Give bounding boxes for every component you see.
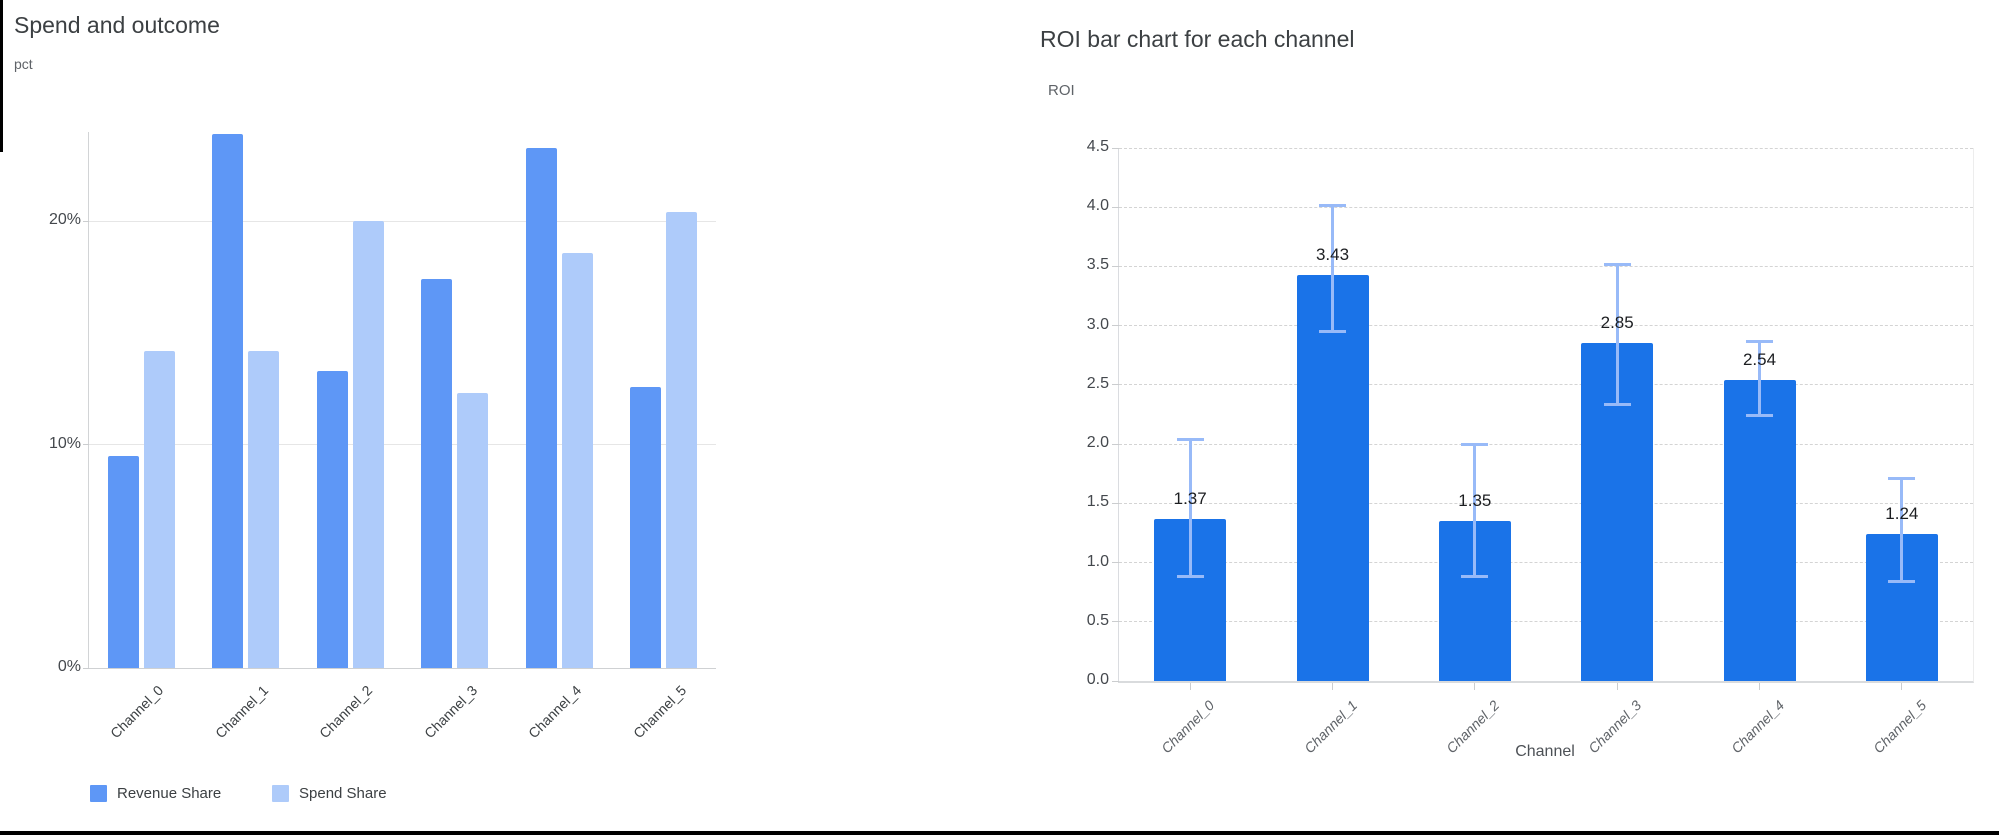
revenue-bar-channel_3[interactable]	[421, 279, 453, 668]
left-y-tick-label: 10%	[48, 434, 81, 452]
error-cap-bottom-channel_2	[1461, 574, 1489, 578]
left-edge-border	[0, 0, 3, 152]
right-y-tick-label: 1.5	[1086, 493, 1109, 511]
right-gridline-1.0	[1119, 562, 1973, 564]
left-gridline-20%	[89, 220, 716, 222]
revenue-bar-channel_4[interactable]	[525, 147, 557, 668]
bar-value-label-channel_2: 1.35	[1458, 491, 1492, 511]
legend-swatch-revenue-share	[90, 784, 107, 802]
right-x-tickmark	[1759, 683, 1760, 690]
left-gridline-10%	[89, 444, 716, 446]
right-y-tick-label: 4.5	[1086, 138, 1109, 155]
right-y-tickmark	[1112, 384, 1119, 386]
right-y-tick-label: 0.5	[1086, 611, 1109, 629]
right-chart-plot-area: 0.0 0.5 1.0 1.5 2.0 2.5 3.0 3.5 4.0 4.5 1.37 Channe…	[1087, 138, 1974, 756]
right-gridline-0.5	[1119, 621, 1973, 623]
left-chart-y-axis-unit: pct	[14, 56, 33, 72]
right-y-tickmark	[1112, 443, 1119, 445]
error-cap-top-channel_0	[1176, 438, 1204, 442]
right-y-tick-label: 2.5	[1086, 374, 1109, 392]
right-gridline-2.5	[1119, 384, 1973, 386]
right-chart-y-axis-unit: ROI	[1048, 82, 1075, 99]
right-y-tick-label: 1.0	[1086, 552, 1109, 570]
legend-item-revenue-share: Revenue Share	[90, 784, 221, 802]
error-bar-channel_2	[1473, 444, 1477, 577]
error-cap-bottom-channel_4	[1746, 413, 1773, 417]
error-bar-channel_5	[1900, 478, 1904, 582]
right-x-tickmark	[1189, 683, 1191, 690]
right-x-tickmark	[1332, 683, 1333, 690]
right-gridline-3.0	[1119, 325, 1973, 327]
error-cap-top-channel_4	[1746, 340, 1773, 344]
right-x-tickmark	[1616, 683, 1618, 690]
bar-value-label-channel_1: 3.43	[1315, 244, 1350, 264]
right-x-tickmark	[1901, 683, 1903, 690]
left-chart-title: Spend and outcome	[14, 12, 220, 38]
bottom-edge-border	[0, 831, 1999, 835]
roi-bar-channel_4[interactable]	[1723, 380, 1796, 681]
left-y-tickmark	[83, 444, 89, 446]
spend-bar-channel_5[interactable]	[666, 212, 698, 668]
revenue-bar-channel_1[interactable]	[212, 134, 244, 668]
right-gridline-3.5	[1119, 265, 1973, 267]
revenue-bar-channel_5[interactable]	[630, 386, 662, 668]
left-y-tick-label: 0%	[57, 658, 81, 675]
right-y-tick-label: 4.0	[1086, 197, 1109, 215]
left-chart-plot-area: 0% 10% 20% Channel_0 Channel_1 Channel_2 Chann…	[49, 132, 716, 741]
right-y-tickmark	[1112, 621, 1119, 623]
left-y-tick-label: 20%	[48, 211, 81, 229]
error-cap-top-channel_2	[1461, 443, 1489, 447]
legend-label: Spend Share	[299, 784, 387, 802]
bar-value-label-channel_3: 2.85	[1600, 313, 1634, 333]
revenue-bar-channel_0[interactable]	[107, 455, 139, 668]
right-chart-title: ROI bar chart for each channel	[1040, 26, 1355, 52]
spend-bar-channel_0[interactable]	[143, 350, 175, 668]
legend-label: Revenue Share	[117, 784, 222, 802]
error-bar-channel_3	[1615, 264, 1619, 405]
right-x-tickmark	[1474, 683, 1476, 690]
right-y-tickmark	[1112, 147, 1119, 149]
right-gridline-1.5	[1119, 502, 1973, 504]
right-chart-x-axis-title: Channel	[1515, 743, 1575, 760]
right-y-tick-label: 3.5	[1086, 256, 1109, 274]
right-y-tickmark	[1112, 680, 1119, 682]
right-y-tickmark	[1112, 325, 1119, 327]
spend-bar-channel_3[interactable]	[457, 393, 489, 668]
roi-bar-channel_1[interactable]	[1296, 274, 1369, 681]
right-y-tickmark	[1112, 206, 1119, 208]
right-gridline-4.0	[1119, 206, 1973, 208]
right-y-tickmark	[1112, 502, 1119, 504]
spend-bar-channel_2[interactable]	[352, 221, 384, 668]
error-cap-bottom-channel_3	[1603, 403, 1631, 407]
error-cap-bottom-channel_1	[1319, 329, 1346, 333]
right-gridline-2.0	[1119, 443, 1973, 445]
error-bar-channel_0	[1188, 439, 1192, 577]
error-cap-top-channel_1	[1319, 203, 1346, 207]
error-cap-top-channel_5	[1888, 477, 1916, 481]
bar-value-label-channel_4: 2.54	[1742, 350, 1777, 370]
revenue-bar-channel_2[interactable]	[316, 370, 348, 668]
right-y-tick-label: 0.0	[1086, 671, 1109, 688]
error-bar-channel_4	[1758, 341, 1761, 416]
right-gridline-4.5	[1119, 147, 1973, 149]
error-cap-bottom-channel_5	[1888, 579, 1916, 583]
right-y-tick-label: 2.0	[1086, 434, 1109, 452]
spend-bar-channel_4[interactable]	[561, 252, 593, 668]
right-y-tickmark	[1112, 562, 1119, 564]
error-cap-top-channel_3	[1603, 263, 1631, 267]
left-y-tickmark	[83, 220, 89, 222]
spend-bar-channel_1[interactable]	[248, 350, 280, 668]
bar-value-label-channel_0: 1.37	[1173, 488, 1207, 508]
error-cap-bottom-channel_0	[1176, 574, 1204, 578]
left-y-tickmark	[83, 667, 89, 669]
right-y-tick-label: 3.0	[1086, 315, 1109, 333]
bar-value-label-channel_5: 1.24	[1885, 504, 1919, 524]
legend-swatch-spend-share	[272, 784, 289, 802]
legend-item-spend-share: Spend Share	[272, 784, 387, 802]
error-bar-channel_1	[1331, 204, 1334, 332]
right-y-tickmark	[1112, 265, 1119, 267]
